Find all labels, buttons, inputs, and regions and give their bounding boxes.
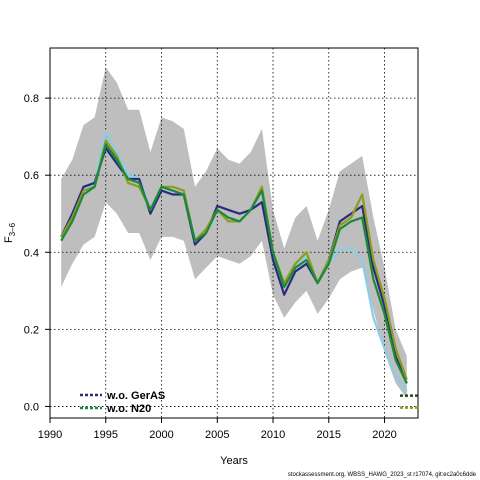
series-line-2 [60, 139, 408, 380]
y-axis-title-main: F [3, 236, 15, 243]
x-tick-label-1995: 1995 [94, 429, 118, 441]
x-axis-title: Years [220, 455, 248, 467]
y-tick-label-2: 0.4 [24, 247, 39, 259]
confidence-band [61, 67, 407, 399]
series-line-3 [60, 143, 408, 384]
y-tick-label-0: 0.0 [24, 401, 39, 413]
footnote: stockassessment.org, WBSS_HAWG_2023_st r… [288, 472, 477, 478]
confidence-band-layer [61, 67, 407, 399]
legend-label-n20: w.o. N20 [106, 403, 151, 415]
x-tick-label-2010: 2010 [261, 429, 285, 441]
y-tick-label-3: 0.6 [24, 170, 39, 182]
x-tick-label-2000: 2000 [149, 429, 173, 441]
legend-item-gerAS: w.o. GerAS [80, 390, 165, 402]
x-tick-label-2015: 2015 [317, 429, 341, 441]
x-tick-label-2020: 2020 [372, 429, 396, 441]
legend-item-n20: w.o. N20 [80, 403, 151, 415]
y-tick-label-1: 0.2 [24, 324, 39, 336]
legend-label-gerAS: w.o. GerAS [106, 390, 165, 402]
x-tick-label-2005: 2005 [205, 429, 229, 441]
grid-layer [49, 48, 418, 418]
plot-frame [49, 47, 419, 419]
y-axis: 0.0 0.2 0.4 0.6 0.8 [24, 93, 50, 413]
series-line-1 [60, 147, 408, 384]
series-layer [60, 131, 408, 392]
y-tick-label-4: 0.8 [24, 93, 39, 105]
y-axis-title: F3–6 [3, 222, 17, 243]
x-axis: 1990 1995 2000 2005 2010 2015 2020 [38, 418, 397, 441]
projection-markers [400, 394, 420, 409]
y-axis-title-subscript: 3–6 [8, 222, 17, 236]
legend: w.o. GerAS w.o. N20 [80, 390, 165, 415]
x-tick-label-1990: 1990 [38, 429, 62, 441]
